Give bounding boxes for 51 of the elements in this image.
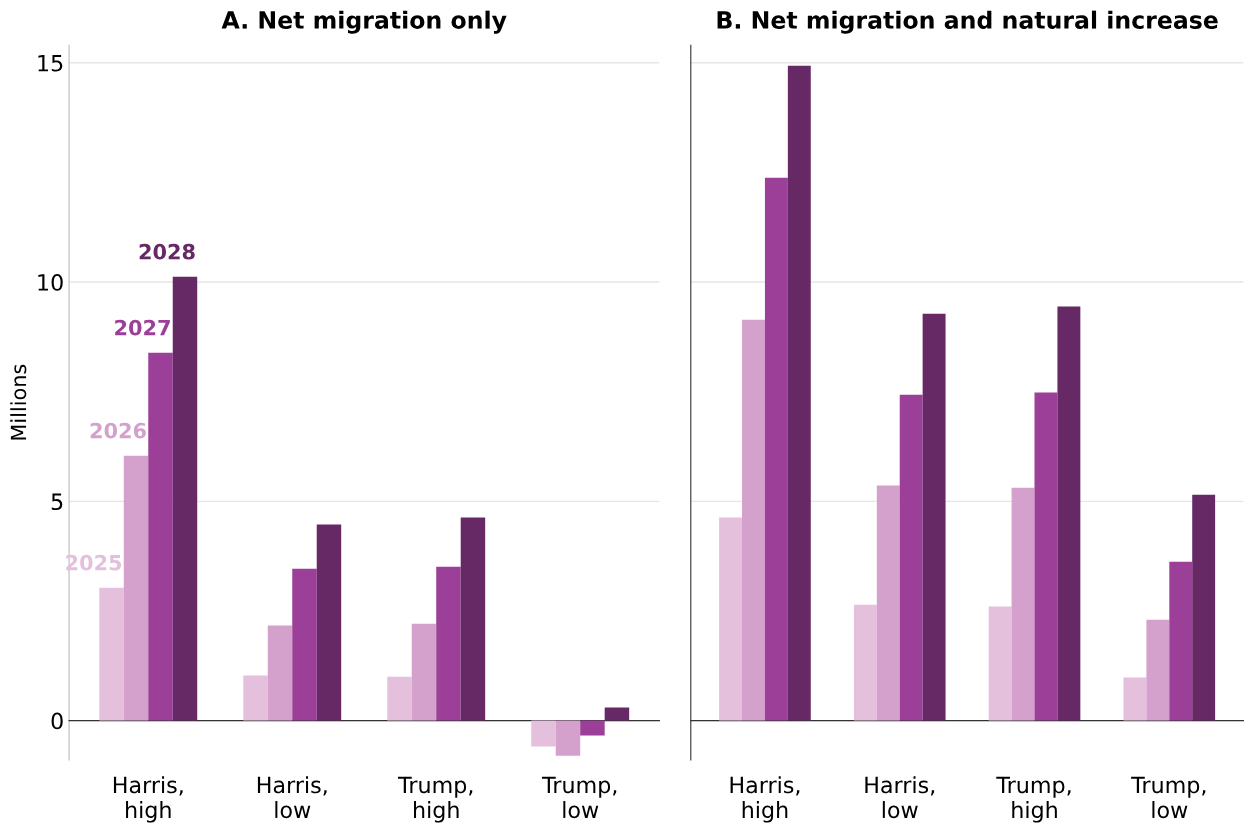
bar <box>580 720 605 736</box>
x-tick-label: Harris, high <box>730 776 800 823</box>
bar <box>387 676 412 721</box>
bar <box>604 707 630 721</box>
y-tick-label: 15 <box>38 55 63 72</box>
bar <box>922 313 946 721</box>
x-tick-label: Trump, high <box>996 776 1071 823</box>
bar <box>1057 306 1081 721</box>
bar <box>267 625 293 721</box>
bar <box>1146 619 1170 721</box>
bar <box>243 675 268 721</box>
bar <box>1192 494 1216 721</box>
bar <box>853 604 877 721</box>
bar <box>988 606 1012 721</box>
bar <box>899 394 923 721</box>
bar <box>876 485 900 721</box>
bar <box>742 319 765 721</box>
bar <box>1034 392 1058 721</box>
bar <box>719 517 743 721</box>
bar <box>99 587 124 721</box>
bar <box>531 720 556 747</box>
bar <box>764 177 788 721</box>
y-tick-label: 10 <box>38 274 63 291</box>
bar <box>172 276 198 721</box>
bar <box>555 720 581 756</box>
bar <box>123 455 149 721</box>
series-label: 2025 <box>66 554 122 571</box>
series-label: 2028 <box>139 243 195 260</box>
bar <box>148 352 173 721</box>
y-axis-title: Millions <box>10 364 27 440</box>
x-tick-label: Trump, high <box>398 776 473 823</box>
bar <box>1123 677 1147 721</box>
bar <box>436 566 461 721</box>
bar <box>1011 487 1035 721</box>
bar <box>1169 561 1193 721</box>
y-tick-label: 5 <box>51 493 63 511</box>
bar <box>787 65 811 721</box>
bar <box>292 568 317 721</box>
chart-title: B. Net migration and natural increase <box>717 10 1218 34</box>
bar <box>411 623 437 721</box>
series-label: 2026 <box>90 422 146 439</box>
chart-title: A. Net migration only <box>221 10 507 34</box>
y-tick-label: 0 <box>51 712 63 730</box>
x-tick-label: Trump, low <box>541 776 617 819</box>
x-tick-label: Harris, high <box>113 776 183 823</box>
x-tick-label: Trump, low <box>1131 776 1206 819</box>
bar <box>316 524 342 721</box>
series-label: 2027 <box>115 319 170 336</box>
x-tick-label: Harris, low <box>865 776 935 819</box>
bar <box>460 517 486 721</box>
x-tick-label: Harris, low <box>257 776 327 819</box>
